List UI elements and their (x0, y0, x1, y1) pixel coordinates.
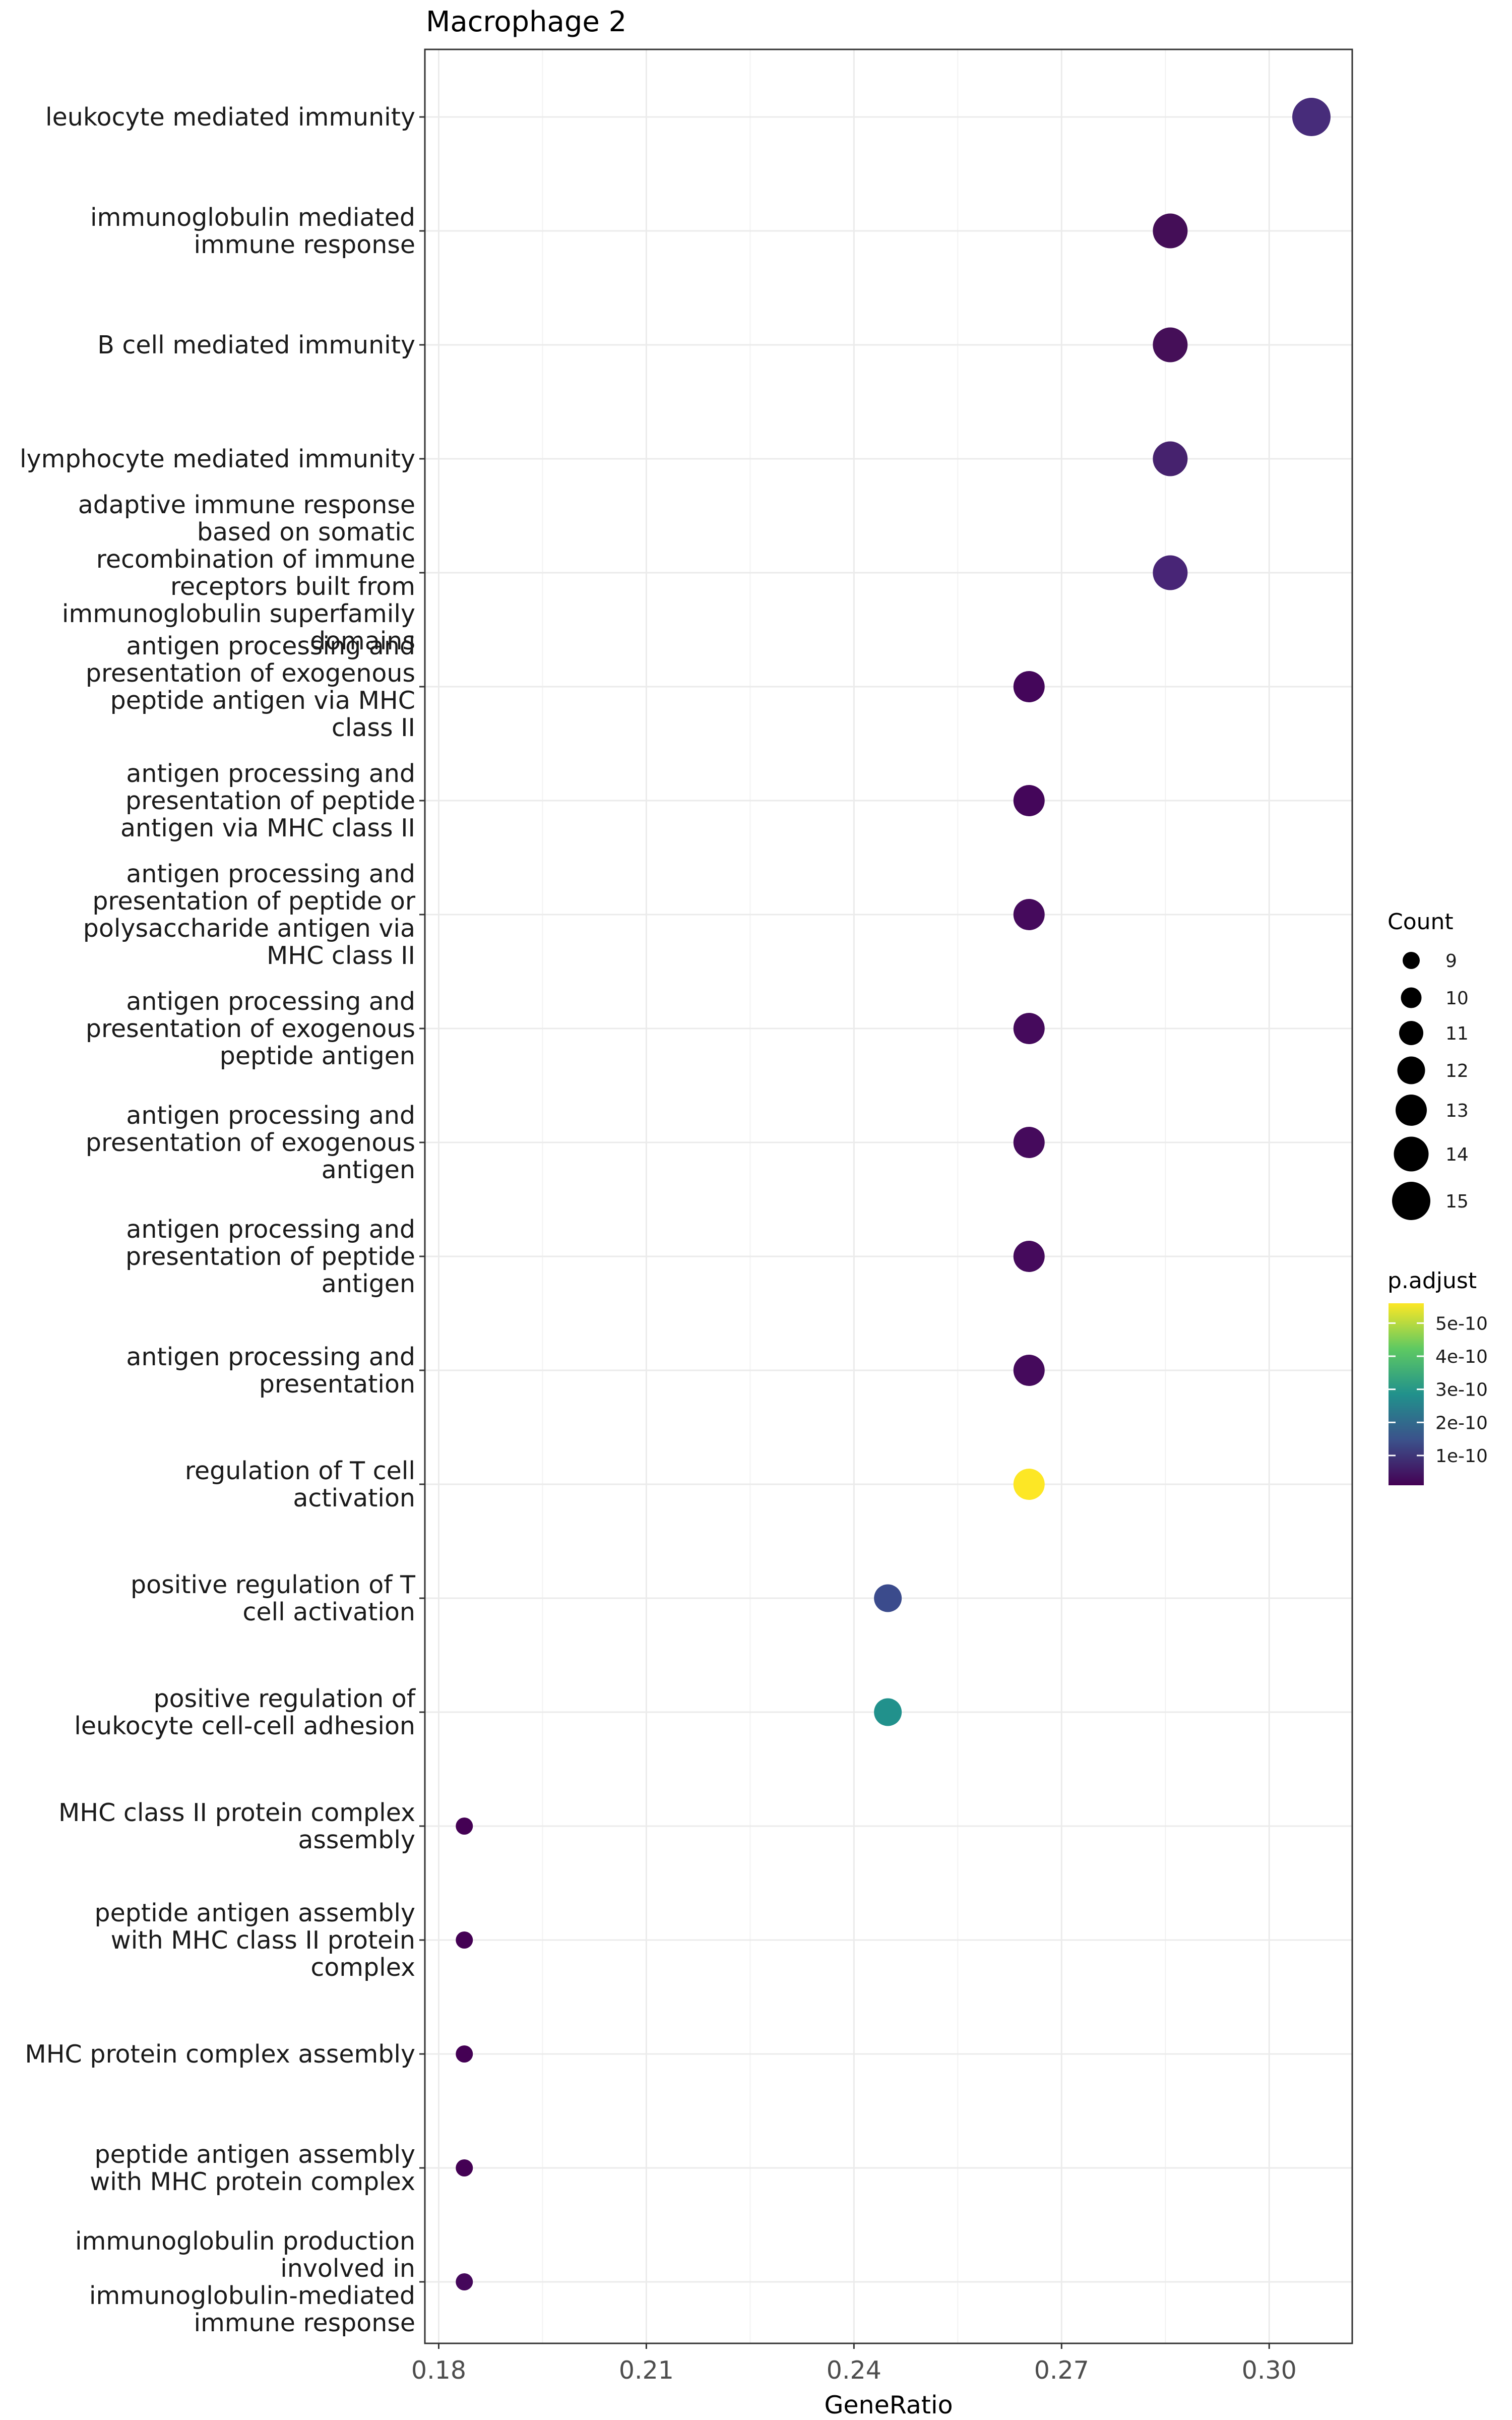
y-category-label: antigen processing and presentation of pe… (125, 1215, 415, 1298)
y-category-label: adaptive immune response based on somatic… (62, 491, 415, 655)
data-point (456, 2273, 473, 2290)
size-legend-label: 14 (1445, 1144, 1469, 1165)
x-tick-label: 0.30 (1242, 2356, 1297, 2385)
data-point (1013, 785, 1045, 816)
data-point (456, 2045, 473, 2063)
data-point (1013, 1241, 1045, 1272)
y-category-label: antigen processing and presentation of ex… (86, 987, 415, 1070)
size-legend-key (1394, 1136, 1429, 1172)
data-point (456, 2159, 473, 2176)
x-axis: 0.18 0.21 0.24 0.27 0.30 (411, 2343, 1297, 2385)
data-point (874, 1698, 902, 1726)
data-point (1013, 899, 1045, 930)
color-legend-bar (1389, 1303, 1424, 1485)
x-axis-title: GeneRatio (824, 2391, 953, 2419)
size-legend-label: 13 (1445, 1101, 1469, 1121)
size-legend-label: 12 (1445, 1061, 1469, 1081)
y-category-label: antigen processing and presentation of ex… (86, 632, 415, 742)
data-point (1153, 327, 1188, 362)
size-legend-key (1397, 1056, 1425, 1084)
y-category-label: regulation of T cell activation (185, 1457, 415, 1512)
plot-panel-border (424, 48, 1353, 2344)
y-category-label: MHC class II protein complex assembly (58, 1798, 415, 1854)
y-category-label: leukocyte mediated immunity (45, 103, 415, 132)
y-category-label: peptide antigen assembly with MHC class I… (95, 1899, 415, 1982)
data-point (1153, 213, 1188, 249)
data-point (1153, 441, 1188, 476)
y-category-label: lymphocyte mediated immunity (20, 445, 415, 473)
chart-title: Macrophage 2 (426, 6, 626, 38)
data-point (1013, 1355, 1045, 1386)
x-tick-label: 0.27 (1034, 2356, 1089, 2385)
y-category-label: immunoglobulin mediated immune response (90, 203, 415, 259)
x-tick-label: 0.18 (411, 2356, 466, 2385)
color-legend-label: 4e-10 (1435, 1347, 1488, 1367)
size-legend-key (1399, 1021, 1423, 1045)
size-legend-label: 11 (1445, 1023, 1469, 1044)
data-point (1153, 555, 1188, 590)
size-legend-key (1396, 1095, 1427, 1126)
size-legend-label: 15 (1445, 1191, 1469, 1212)
y-category-label: antigen processing and presentation of pe… (83, 860, 416, 970)
data-point (1013, 671, 1045, 702)
data-point (874, 1584, 902, 1612)
y-category-label: immunoglobulin production involved in immu… (75, 2227, 415, 2337)
color-legend-label: 1e-10 (1435, 1446, 1488, 1467)
y-category-label: antigen processing and presentation (126, 1343, 415, 1399)
data-points (456, 98, 1331, 2290)
size-legend-key (1401, 987, 1422, 1008)
y-category-label: antigen processing and presentation of pe… (120, 759, 415, 842)
color-legend-title: p.adjust (1388, 1268, 1477, 1294)
y-category-label: positive regulation of leukocyte cell-cel… (74, 1684, 416, 1740)
size-legend-key (1392, 1182, 1430, 1220)
size-legend-label: 10 (1445, 988, 1469, 1009)
data-point (456, 1931, 473, 1949)
color-legend-label: 5e-10 (1435, 1313, 1488, 1334)
y-category-label: peptide antigen assembly with MHC protein… (90, 2140, 415, 2196)
legend: Count 9 10 11 12 13 14 15 p.adjust 5e-10 4e-10 3e-1… (1388, 909, 1488, 1485)
y-category-label: MHC protein complex assembly (25, 2040, 415, 2069)
data-point (1013, 1469, 1045, 1500)
data-point (1292, 98, 1331, 136)
data-point (456, 1818, 473, 1835)
color-legend-label: 3e-10 (1435, 1380, 1488, 1401)
size-legend-key (1403, 952, 1420, 969)
y-axis: leukocyte mediated immunity immunoglobuli… (20, 103, 425, 2337)
size-legend-title: Count (1388, 909, 1454, 935)
x-tick-label: 0.24 (827, 2356, 881, 2385)
data-point (1013, 1127, 1045, 1158)
y-category-label: antigen processing and presentation of ex… (86, 1101, 415, 1184)
size-legend-label: 9 (1445, 951, 1457, 972)
data-point (1013, 1013, 1045, 1044)
color-legend-label: 2e-10 (1435, 1413, 1488, 1433)
x-tick-label: 0.21 (619, 2356, 674, 2385)
grid (425, 49, 1352, 2343)
y-category-label: B cell mediated immunity (97, 331, 415, 359)
